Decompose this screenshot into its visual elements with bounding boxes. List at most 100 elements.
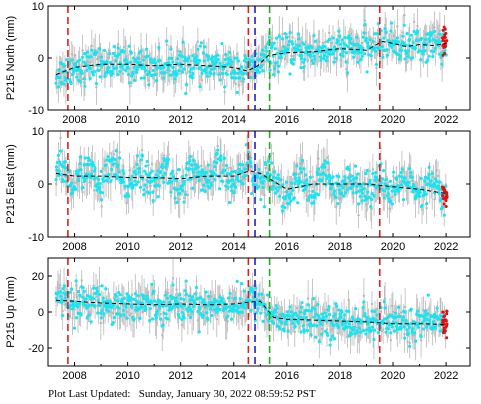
y-axis-label-up: P215 Up (mm) bbox=[5, 276, 17, 348]
raw-point bbox=[85, 179, 88, 183]
y-tick-label: -20 bbox=[28, 343, 44, 355]
raw-point bbox=[175, 288, 178, 291]
filtered-point bbox=[166, 68, 170, 72]
filtered-point bbox=[294, 311, 298, 315]
filtered-point bbox=[192, 66, 196, 70]
filtered-point bbox=[316, 303, 320, 307]
filtered-point bbox=[373, 178, 377, 182]
filtered-point bbox=[199, 296, 203, 300]
raw-point bbox=[327, 31, 331, 35]
filtered-point bbox=[329, 186, 334, 190]
raw-point bbox=[151, 77, 155, 80]
filtered-point bbox=[244, 56, 248, 61]
filtered-point bbox=[403, 336, 407, 340]
filtered-point bbox=[271, 175, 276, 179]
filtered-point bbox=[82, 77, 86, 81]
filtered-point bbox=[102, 179, 106, 183]
filtered-point bbox=[202, 59, 206, 63]
raw-point bbox=[317, 157, 320, 161]
raw-point bbox=[129, 312, 133, 315]
raw-point bbox=[330, 41, 333, 45]
recent-point bbox=[445, 192, 449, 196]
filtered-point bbox=[439, 40, 443, 44]
raw-point bbox=[226, 320, 229, 323]
filtered-point bbox=[224, 163, 229, 168]
filtered-point bbox=[366, 183, 370, 188]
filtered-point bbox=[169, 190, 173, 194]
filtered-point bbox=[209, 67, 214, 72]
filtered-point bbox=[393, 39, 397, 43]
filtered-point bbox=[79, 313, 83, 317]
filtered-point bbox=[332, 45, 337, 49]
filtered-point bbox=[272, 181, 277, 185]
filtered-point bbox=[124, 305, 128, 309]
filtered-point bbox=[62, 64, 67, 68]
filtered-point bbox=[256, 175, 260, 179]
filtered-point bbox=[349, 186, 353, 191]
filtered-point bbox=[308, 54, 313, 58]
filtered-point bbox=[190, 76, 194, 80]
filtered-point bbox=[204, 170, 208, 175]
filtered-point bbox=[54, 165, 59, 169]
y-tick-label: 0 bbox=[38, 53, 44, 65]
raw-point bbox=[418, 318, 422, 322]
filtered-point bbox=[295, 314, 299, 318]
filtered-point bbox=[214, 173, 218, 177]
filtered-point bbox=[251, 291, 255, 295]
filtered-point bbox=[347, 309, 351, 314]
raw-point bbox=[146, 186, 149, 189]
filtered-point bbox=[231, 309, 235, 313]
raw-point bbox=[89, 61, 92, 64]
recent-point bbox=[443, 329, 447, 333]
filtered-point bbox=[310, 306, 315, 310]
filtered-point bbox=[206, 163, 210, 167]
filtered-point bbox=[265, 312, 269, 317]
filtered-point bbox=[331, 51, 335, 55]
filtered-point bbox=[339, 47, 344, 51]
filtered-point bbox=[406, 54, 410, 59]
filtered-point bbox=[149, 179, 154, 184]
filtered-point bbox=[195, 55, 199, 59]
filtered-point bbox=[200, 71, 204, 76]
recent-points-east bbox=[440, 185, 449, 208]
raw-point bbox=[387, 320, 390, 323]
filtered-point bbox=[397, 57, 401, 61]
filtered-point bbox=[304, 316, 308, 320]
filtered-point bbox=[212, 72, 216, 76]
filtered-point bbox=[170, 305, 175, 309]
filtered-point bbox=[150, 317, 155, 321]
filtered-point bbox=[112, 44, 116, 49]
filtered-point bbox=[301, 316, 305, 320]
filtered-point bbox=[372, 46, 376, 50]
filtered-point bbox=[353, 307, 358, 311]
filtered-point bbox=[427, 172, 431, 177]
filtered-point bbox=[403, 176, 407, 180]
filtered-point bbox=[401, 315, 405, 319]
filtered-point bbox=[270, 161, 274, 165]
filtered-point bbox=[283, 205, 287, 210]
filtered-point bbox=[121, 300, 125, 304]
raw-point bbox=[147, 163, 150, 167]
raw-point bbox=[345, 186, 349, 189]
filtered-point bbox=[205, 53, 209, 57]
filtered-point bbox=[181, 40, 185, 44]
filtered-point bbox=[191, 186, 195, 190]
filtered-point bbox=[421, 186, 425, 190]
filtered-point bbox=[93, 304, 97, 308]
filtered-point bbox=[68, 184, 72, 188]
filtered-point bbox=[197, 179, 201, 183]
filtered-point bbox=[250, 191, 254, 196]
filtered-point bbox=[278, 327, 282, 331]
raw-point bbox=[301, 161, 304, 164]
filtered-point bbox=[171, 283, 175, 287]
raw-point bbox=[87, 60, 90, 64]
filtered-point bbox=[218, 307, 222, 312]
raw-point bbox=[200, 305, 204, 308]
filtered-point bbox=[218, 187, 222, 191]
raw-point bbox=[140, 148, 144, 152]
filtered-point bbox=[126, 65, 130, 69]
filtered-point bbox=[423, 37, 427, 41]
filtered-point bbox=[304, 173, 308, 177]
filtered-point bbox=[205, 74, 210, 78]
raw-point bbox=[68, 58, 71, 61]
